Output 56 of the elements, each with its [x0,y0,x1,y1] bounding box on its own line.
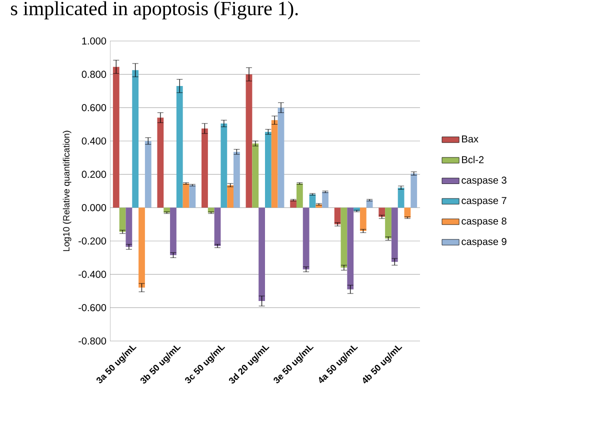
bar [170,208,176,256]
legend-label: Bcl-2 [462,156,484,164]
y-tick-label: -0.600 [78,304,106,312]
legend-label: caspase 7 [462,197,506,206]
bar [360,208,366,231]
y-tick-label: -0.200 [78,237,106,245]
bar [252,144,259,208]
bar [208,208,214,213]
legend-label: caspase 3 [462,176,506,186]
bar [404,208,411,218]
y-axis-title: Log10 (Relative quantification) [62,130,72,252]
y-tick-label: 0.600 [82,104,106,112]
text: s implicated in apoptosis (Figure 1). [11,1,298,20]
y-tick-label: 0.000 [82,204,106,212]
bar [176,86,183,208]
bar [112,66,120,208]
bar [271,120,278,208]
bar [322,192,328,208]
bar [144,141,152,208]
bar [391,208,398,262]
legend-label: caspase 9 [462,238,506,248]
legend-label: Bax [462,136,478,142]
y-tick-label: 1.000 [82,37,106,45]
legend-label: caspase 8 [462,218,506,227]
bar [410,174,418,208]
bar [302,208,310,270]
bar [309,194,316,208]
bar [246,74,252,208]
bar [385,208,392,239]
bar [340,208,348,268]
bar [119,208,126,232]
bar [157,118,164,208]
y-tick-label: -0.400 [78,270,106,278]
bar [189,185,196,208]
y-tick-label: 0.400 [82,137,106,145]
bar [234,152,240,208]
bar [182,184,190,208]
bar [296,184,303,208]
bar [126,208,132,247]
bar [164,208,170,213]
bar [258,208,265,301]
bar [227,185,234,208]
bar [132,70,139,208]
bar [138,208,145,288]
bar [278,108,284,208]
bar [202,128,208,208]
y-tick-label: 0.200 [82,170,106,178]
y-tick-label: 0.800 [82,70,106,78]
bar [220,124,228,208]
bar [378,208,386,217]
bar [334,208,341,224]
bar [347,208,354,290]
bar [398,188,404,208]
bar [265,132,272,208]
bar [214,208,221,246]
y-tick-label: -0.800 [78,337,106,345]
